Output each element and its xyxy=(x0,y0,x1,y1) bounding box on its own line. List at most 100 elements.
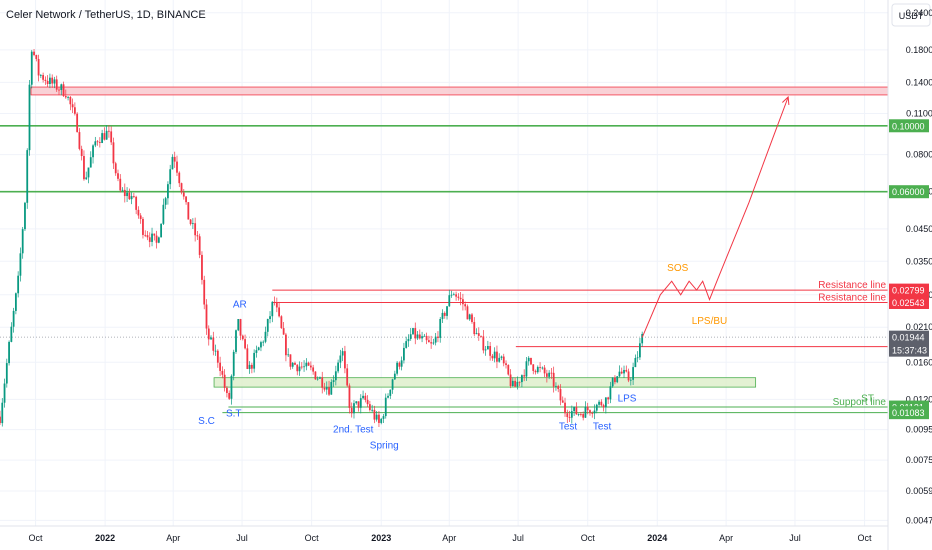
candle-body xyxy=(518,381,521,383)
candle-body xyxy=(568,417,571,418)
candle-body xyxy=(536,366,539,373)
annotation-label: LPS xyxy=(618,394,637,405)
candle-body xyxy=(441,312,444,320)
candle-body xyxy=(482,336,485,351)
candle-body xyxy=(305,362,308,367)
candle-body xyxy=(548,372,551,377)
candle-body xyxy=(83,156,85,180)
annotation-label: LPS/BU xyxy=(692,316,728,327)
candle-body xyxy=(24,202,26,230)
x-tick-label: Apr xyxy=(719,533,733,543)
candle-body xyxy=(142,218,144,235)
candle-body xyxy=(573,406,575,412)
candle-body xyxy=(291,362,294,367)
price-tag-res2: 0.02543 xyxy=(892,298,925,308)
candle-body xyxy=(87,167,90,178)
candle-body xyxy=(5,363,8,384)
candle-body xyxy=(10,326,13,342)
candle-body xyxy=(616,376,619,383)
candle-body xyxy=(212,337,215,351)
candle-body xyxy=(300,366,303,368)
annotation-label: SOS xyxy=(667,263,688,274)
candle-body xyxy=(42,75,45,80)
candle-body xyxy=(600,401,603,406)
candle-body xyxy=(416,334,419,339)
candle-body xyxy=(180,183,183,193)
candle-body xyxy=(78,132,81,149)
candle-body xyxy=(432,342,435,344)
candle-body xyxy=(405,341,408,348)
candle-body xyxy=(400,360,403,367)
candle-body xyxy=(371,409,374,411)
candle-body xyxy=(108,130,110,132)
candle-body xyxy=(353,403,355,414)
candle-body xyxy=(477,333,480,336)
candle-body xyxy=(182,192,185,197)
candle-body xyxy=(550,372,553,374)
candle-body xyxy=(443,312,446,316)
candle-body xyxy=(262,341,265,343)
candle-body xyxy=(396,362,399,374)
candle-body xyxy=(148,237,151,242)
candle-body xyxy=(627,371,630,381)
candle-body xyxy=(384,397,387,417)
candle-body xyxy=(198,236,201,255)
candle-body xyxy=(403,347,405,361)
candle-body xyxy=(19,253,22,276)
candle-body xyxy=(69,96,72,105)
candle-body xyxy=(3,383,6,403)
candle-body xyxy=(160,223,163,238)
candle-body xyxy=(121,189,124,191)
candle-body xyxy=(312,367,315,372)
candle-body xyxy=(235,330,237,352)
candle-body xyxy=(28,84,31,151)
candle-body xyxy=(126,192,128,197)
candle-body xyxy=(128,192,131,200)
candle-body xyxy=(484,349,487,351)
candle-body xyxy=(60,84,63,91)
candle-body xyxy=(489,346,492,356)
candle-body xyxy=(364,395,367,400)
candle-body xyxy=(273,301,276,303)
candle-body xyxy=(162,204,165,224)
candle-body xyxy=(491,355,494,359)
candle-body xyxy=(500,356,503,358)
candle-body xyxy=(534,370,537,373)
x-axis[interactable]: Oct 2022 Apr Jul Oct 2023 Apr Jul Oct 2024 Apr Jul O… xyxy=(0,525,888,543)
candle-body xyxy=(110,131,113,143)
candle-body xyxy=(280,316,283,329)
candle-body xyxy=(67,96,69,98)
candle-body xyxy=(89,157,92,168)
candle-body xyxy=(266,319,269,332)
candle-body xyxy=(296,364,299,372)
candle-body xyxy=(155,235,158,243)
candle-body xyxy=(298,366,301,372)
candle-body xyxy=(493,351,496,359)
candle-body xyxy=(230,375,233,399)
x-tick-label: 2023 xyxy=(371,533,391,543)
candle-body xyxy=(480,335,482,337)
candle-body xyxy=(207,328,210,340)
current-price-label: 0.01944 xyxy=(892,333,925,343)
candle-body xyxy=(341,351,344,356)
candle-body xyxy=(407,338,410,342)
x-tick-label: Oct xyxy=(581,533,596,543)
candle-body xyxy=(502,356,505,364)
candle-body xyxy=(144,234,147,236)
candle-body xyxy=(507,364,510,375)
candle-body xyxy=(584,406,587,418)
candle-body xyxy=(185,196,187,203)
candle-body xyxy=(214,350,217,352)
candle-body xyxy=(169,169,172,185)
candle-body xyxy=(264,331,267,342)
candle-body xyxy=(607,397,610,400)
candle-body xyxy=(62,84,65,96)
